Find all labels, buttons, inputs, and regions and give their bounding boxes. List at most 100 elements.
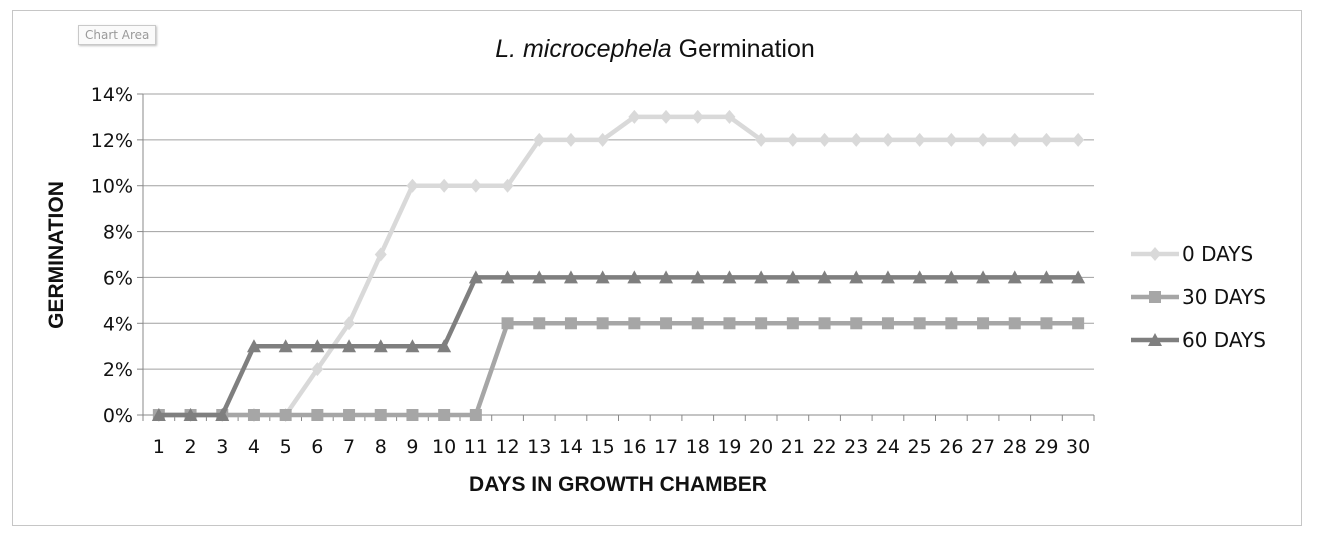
data-point-30-days [247, 409, 260, 421]
data-point-60-days [849, 270, 864, 284]
legend-item-0-days[interactable]: 0 DAYS [1131, 242, 1253, 266]
x-tick-label: 25 [908, 436, 932, 458]
data-point-60-days [373, 339, 388, 353]
data-point-30-days [755, 317, 768, 330]
data-point-30-days [977, 317, 990, 330]
data-point-30-days [406, 409, 419, 421]
data-point-60-days [944, 270, 959, 284]
data-point-0-days [755, 132, 768, 147]
data-point-60-days [754, 270, 769, 284]
data-point-30-days [1008, 317, 1021, 330]
x-tick-label: 20 [749, 436, 773, 458]
y-tick-label: 12% [91, 130, 133, 152]
x-tick-label: 30 [1066, 436, 1090, 458]
y-tick-label: 14% [91, 84, 133, 106]
data-point-60-days [532, 270, 547, 284]
data-point-30-days [469, 409, 482, 421]
data-point-30-days [501, 317, 514, 330]
x-tick-label: 29 [1034, 436, 1058, 458]
data-point-60-days [563, 270, 578, 284]
data-point-0-days [406, 178, 419, 193]
data-point-60-days [817, 270, 832, 284]
data-point-60-days [1039, 270, 1054, 284]
data-point-30-days [1040, 317, 1053, 330]
data-point-60-days [976, 270, 991, 284]
y-axis-title: GERMINATION [45, 181, 68, 329]
legend[interactable]: 0 DAYS 30 DAYS 60 DAYS [1131, 242, 1266, 352]
data-point-0-days [977, 132, 990, 147]
x-tick-label: 18 [686, 436, 710, 458]
x-tick-label: 3 [216, 436, 228, 458]
x-tick-label: 13 [527, 436, 551, 458]
data-point-60-days [659, 270, 674, 284]
data-point-0-days [311, 362, 324, 377]
legend-item-60-days[interactable]: 60 DAYS [1131, 328, 1266, 352]
data-point-30-days [279, 409, 292, 421]
x-tick-label: 24 [876, 436, 900, 458]
x-tick-label: 5 [280, 436, 292, 458]
data-point-0-days [850, 132, 863, 147]
x-tick-label: 8 [375, 436, 387, 458]
data-point-30-days [818, 317, 831, 330]
data-point-60-days [468, 270, 483, 284]
data-point-60-days [342, 339, 357, 353]
x-tick-label: 22 [812, 436, 836, 458]
x-tick-label: 28 [1003, 436, 1027, 458]
data-point-60-days [880, 270, 895, 284]
series-layer [151, 109, 1086, 422]
legend-marker-0-days [1149, 247, 1161, 261]
y-tick-label: 6% [103, 267, 133, 289]
y-tick-label: 2% [103, 359, 133, 381]
y-tick-label: 10% [91, 176, 133, 198]
y-tick-label: 8% [103, 222, 133, 244]
series-line-60-days [158, 275, 1079, 418]
data-point-60-days [722, 270, 737, 284]
x-tick-label: 12 [495, 436, 519, 458]
y-tick-label: 0% [103, 405, 133, 427]
x-tick-label: 26 [939, 436, 963, 458]
data-point-60-days [310, 339, 325, 353]
data-point-30-days [438, 409, 451, 421]
data-point-30-days [374, 409, 387, 421]
data-point-30-days [913, 317, 926, 330]
data-point-0-days [1072, 132, 1085, 147]
data-point-30-days [628, 317, 641, 330]
data-point-0-days [660, 109, 673, 124]
data-point-30-days [564, 317, 577, 330]
legend-item-30-days[interactable]: 30 DAYS [1131, 285, 1266, 309]
data-point-60-days [912, 270, 927, 284]
data-point-0-days [945, 132, 958, 147]
data-point-0-days [438, 178, 451, 193]
chart-area[interactable] [12, 10, 1302, 526]
x-tick-label: 9 [406, 436, 418, 458]
data-point-60-days [1071, 270, 1086, 284]
x-tick-label: 11 [464, 436, 488, 458]
x-tick-label: 6 [311, 436, 323, 458]
data-point-30-days [660, 317, 673, 330]
data-point-0-days [374, 247, 387, 262]
data-point-0-days [881, 132, 894, 147]
data-point-0-days [501, 178, 514, 193]
data-point-60-days [405, 339, 420, 353]
data-point-0-days [1008, 132, 1021, 147]
data-point-0-days [343, 316, 356, 331]
x-tick-label: 16 [622, 436, 646, 458]
data-point-60-days [278, 339, 293, 353]
data-point-0-days [913, 132, 926, 147]
data-point-60-days [1007, 270, 1022, 284]
series-60-days [151, 270, 1086, 421]
data-point-0-days [469, 178, 482, 193]
legend-marker-30-days [1149, 291, 1161, 303]
x-tick-label: 27 [971, 436, 995, 458]
data-point-60-days [183, 408, 198, 421]
data-point-30-days [311, 409, 324, 421]
x-tick-label: 21 [781, 436, 805, 458]
legend-label: 30 DAYS [1182, 285, 1266, 309]
x-tick-label: 19 [717, 436, 741, 458]
data-point-60-days [215, 408, 230, 421]
data-point-0-days [628, 109, 641, 124]
legend-label: 60 DAYS [1182, 328, 1266, 352]
chart-area-tooltip: Chart Area [78, 25, 157, 45]
x-tick-label: 4 [248, 436, 260, 458]
